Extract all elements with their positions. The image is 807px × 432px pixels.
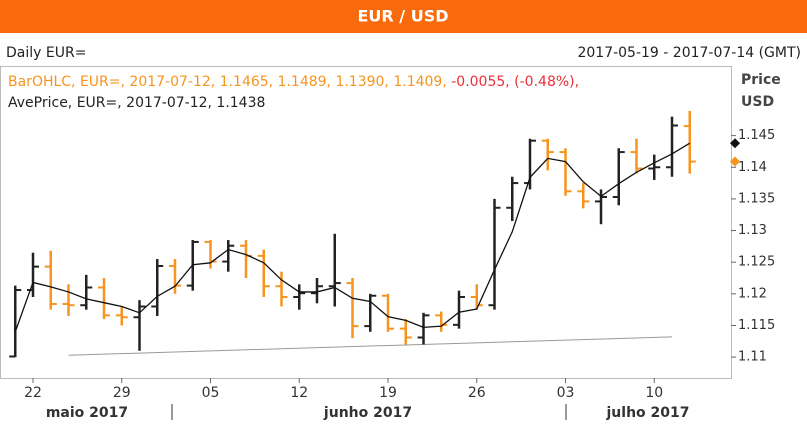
date-range: 2017-05-19 - 2017-07-14 (GMT) bbox=[577, 45, 801, 61]
month-label: maio 2017 bbox=[46, 405, 128, 421]
x-tick-label: 12 bbox=[290, 385, 308, 401]
legend-ohlc: BarOHLC, EUR=, 2017-07-12, 1.1465, 1.148… bbox=[8, 74, 579, 90]
x-tick-label: 03 bbox=[557, 385, 575, 401]
month-label: julho 2017 bbox=[606, 405, 690, 421]
x-tick-label: 26 bbox=[468, 385, 486, 401]
plot-frame bbox=[0, 66, 732, 379]
x-tick-label: 29 bbox=[113, 385, 131, 401]
legend-average: AvePrice, EUR=, 2017-07-12, 1.1438 bbox=[8, 95, 265, 111]
y-tick-label: 1.11 bbox=[738, 350, 767, 365]
month-label: junho 2017 bbox=[323, 405, 412, 421]
trendline bbox=[68, 336, 673, 356]
y-tick-label: 1.12 bbox=[738, 286, 767, 301]
x-tick-label: 10 bbox=[645, 385, 663, 401]
header-bar bbox=[0, 0, 807, 33]
y-axis-label: USD bbox=[741, 94, 774, 110]
y-tick-label: 1.115 bbox=[738, 318, 775, 333]
y-tick-label: 1.135 bbox=[738, 191, 775, 206]
y-tick-label: 1.14 bbox=[738, 160, 767, 175]
legend-ohlc-text: BarOHLC, EUR=, 2017-07-12, 1.1465, 1.148… bbox=[8, 74, 447, 90]
x-tick-label: 22 bbox=[24, 385, 42, 401]
x-tick-label: 05 bbox=[202, 385, 220, 401]
subtitle: Daily EUR= bbox=[6, 45, 86, 61]
last-value-marker bbox=[730, 156, 740, 167]
y-tick-label: 1.13 bbox=[738, 223, 767, 238]
last-value-marker bbox=[730, 138, 740, 149]
y-axis-label: Price bbox=[741, 72, 781, 88]
panel bbox=[0, 36, 807, 432]
x-tick-label: 19 bbox=[379, 385, 397, 401]
y-tick-label: 1.125 bbox=[738, 255, 775, 270]
y-tick-label: 1.145 bbox=[738, 128, 775, 143]
legend-ohlc-change: -0.0055, (-0.48%), bbox=[451, 74, 579, 90]
chart-title: EUR / USD bbox=[357, 7, 448, 26]
average-line bbox=[14, 142, 691, 333]
